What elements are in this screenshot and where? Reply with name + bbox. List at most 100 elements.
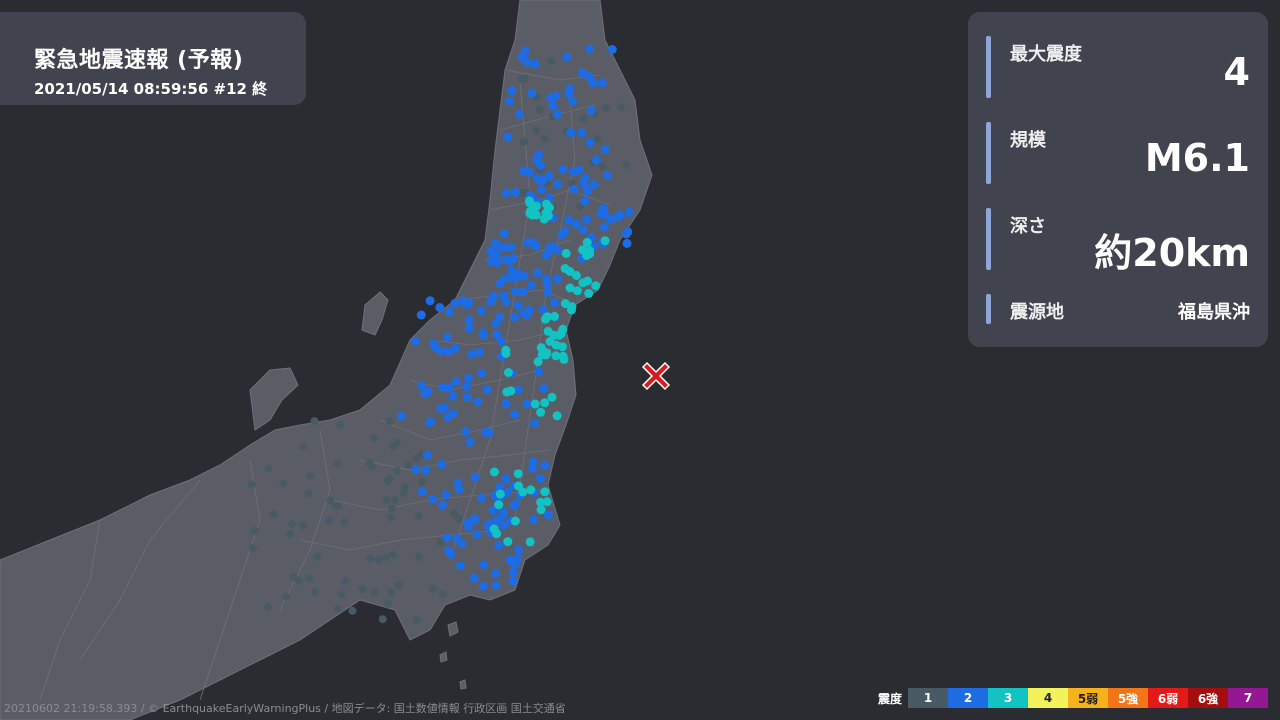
station-dot-intensity-1 [540,134,549,143]
station-dot-intensity-1 [269,510,278,519]
station-dot-intensity-1 [313,553,322,561]
legend-title: 震度 [877,691,902,706]
station-dot-intensity-2 [420,389,430,399]
station-dot-intensity-1 [279,479,288,488]
station-dot-intensity-2 [455,561,465,571]
station-dot-intensity-2 [543,280,552,290]
station-dot-intensity-1 [359,585,367,594]
station-dot-intensity-3 [526,485,536,495]
station-dot-intensity-3 [531,210,541,220]
station-dot-intensity-1 [311,588,320,597]
station-dot-intensity-2 [511,187,520,197]
station-dot-intensity-3 [540,314,550,324]
station-dot-intensity-2 [526,281,536,290]
legend-swatch-3: 3 [988,688,1028,708]
station-dot-intensity-3 [510,516,520,526]
station-dot-intensity-2 [461,427,471,437]
depth-label: 深さ [1010,216,1046,237]
station-dot-intensity-2 [417,487,427,497]
station-dot-intensity-2 [470,515,480,525]
info-panel: 最大震度 4 規模 M6.1 深さ 約20km 震源地 福島県沖 [968,12,1268,347]
station-dot-intensity-2 [495,482,505,492]
station-dot-intensity-1 [365,458,374,467]
station-dot-intensity-2 [428,494,438,504]
legend-swatch-5-upper: 5強 [1108,688,1148,708]
station-dot-intensity-2 [490,239,500,249]
station-dot-intensity-2 [514,109,524,119]
station-dot-intensity-1 [455,514,463,523]
station-dot-intensity-3 [551,340,561,350]
station-dot-intensity-3 [572,286,582,296]
station-dot-intensity-2 [453,478,463,488]
station-dot-intensity-2 [514,545,523,555]
station-dot-intensity-2 [503,132,513,142]
station-dot-intensity-3 [495,489,505,499]
station-dot-intensity-1 [520,137,529,146]
station-dot-intensity-1 [250,526,259,535]
station-dot-intensity-3 [591,281,601,291]
station-dot-intensity-2 [507,86,517,96]
station-dot-intensity-2 [442,533,452,543]
station-dot-intensity-3 [503,368,513,377]
station-dot-intensity-2 [479,330,489,340]
station-dot-intensity-2 [450,343,460,353]
station-dot-intensity-2 [569,184,579,194]
station-dot-intensity-2 [603,170,613,180]
station-dot-intensity-2 [477,368,487,378]
station-dot-intensity-2 [548,101,558,111]
station-dot-intensity-2 [529,515,539,525]
station-dot-intensity-2 [537,175,547,185]
station-dot-intensity-3 [492,529,502,539]
station-dot-intensity-3 [513,469,523,479]
station-dot-intensity-3 [536,407,546,417]
station-dot-intensity-2 [519,271,529,281]
station-dot-intensity-2 [448,409,458,419]
station-dot-intensity-3 [550,311,559,321]
station-dot-intensity-2 [558,164,568,174]
station-dot-intensity-2 [523,238,532,247]
station-dot-intensity-2 [491,580,501,590]
station-dot-intensity-1 [436,537,445,546]
epicenter-region-value: 福島県沖 [1178,302,1250,323]
station-dot-intensity-3 [567,302,577,312]
station-dot-intensity-2 [442,332,452,342]
station-dot-intensity-1 [333,604,342,613]
station-dot-intensity-2 [465,437,475,447]
station-dot-intensity-2 [512,269,522,279]
depth-value: 約20km [1094,231,1250,275]
station-dot-intensity-2 [510,312,520,322]
station-dot-intensity-2 [607,45,617,54]
station-dot-intensity-1 [414,511,423,520]
station-dot-intensity-3 [506,386,516,396]
station-dot-intensity-1 [333,459,342,468]
station-dot-intensity-1 [282,592,291,601]
station-dot-intensity-2 [622,238,632,248]
legend-swatch-6-upper: 6強 [1188,688,1228,708]
station-dot-intensity-1 [547,57,556,66]
station-dot-intensity-2 [479,560,489,570]
station-dot-intensity-1 [391,495,400,504]
station-dot-intensity-2 [606,215,616,225]
station-dot-intensity-2 [527,88,537,98]
station-dot-intensity-1 [337,590,346,599]
station-dot-intensity-2 [441,490,451,500]
station-dot-intensity-1 [535,105,544,114]
station-dot-intensity-2 [429,338,438,348]
station-dot-intensity-2 [533,268,542,278]
station-dot-intensity-3 [571,271,581,280]
max-intensity-value: 4 [1223,50,1250,94]
station-dot-intensity-2 [557,230,567,240]
station-dot-intensity-1 [385,474,394,483]
station-dot-intensity-3 [518,487,528,497]
station-dot-intensity-2 [530,59,540,69]
station-dot-intensity-1 [598,162,607,171]
station-dot-intensity-2 [565,84,575,94]
station-dot-intensity-2 [421,465,431,475]
row-accent-bar [986,208,991,270]
station-dot-intensity-2 [511,499,520,509]
station-dot-intensity-1 [387,513,396,522]
station-dot-intensity-2 [492,330,502,339]
station-dot-intensity-2 [577,128,587,138]
station-dot-intensity-2 [577,68,587,78]
